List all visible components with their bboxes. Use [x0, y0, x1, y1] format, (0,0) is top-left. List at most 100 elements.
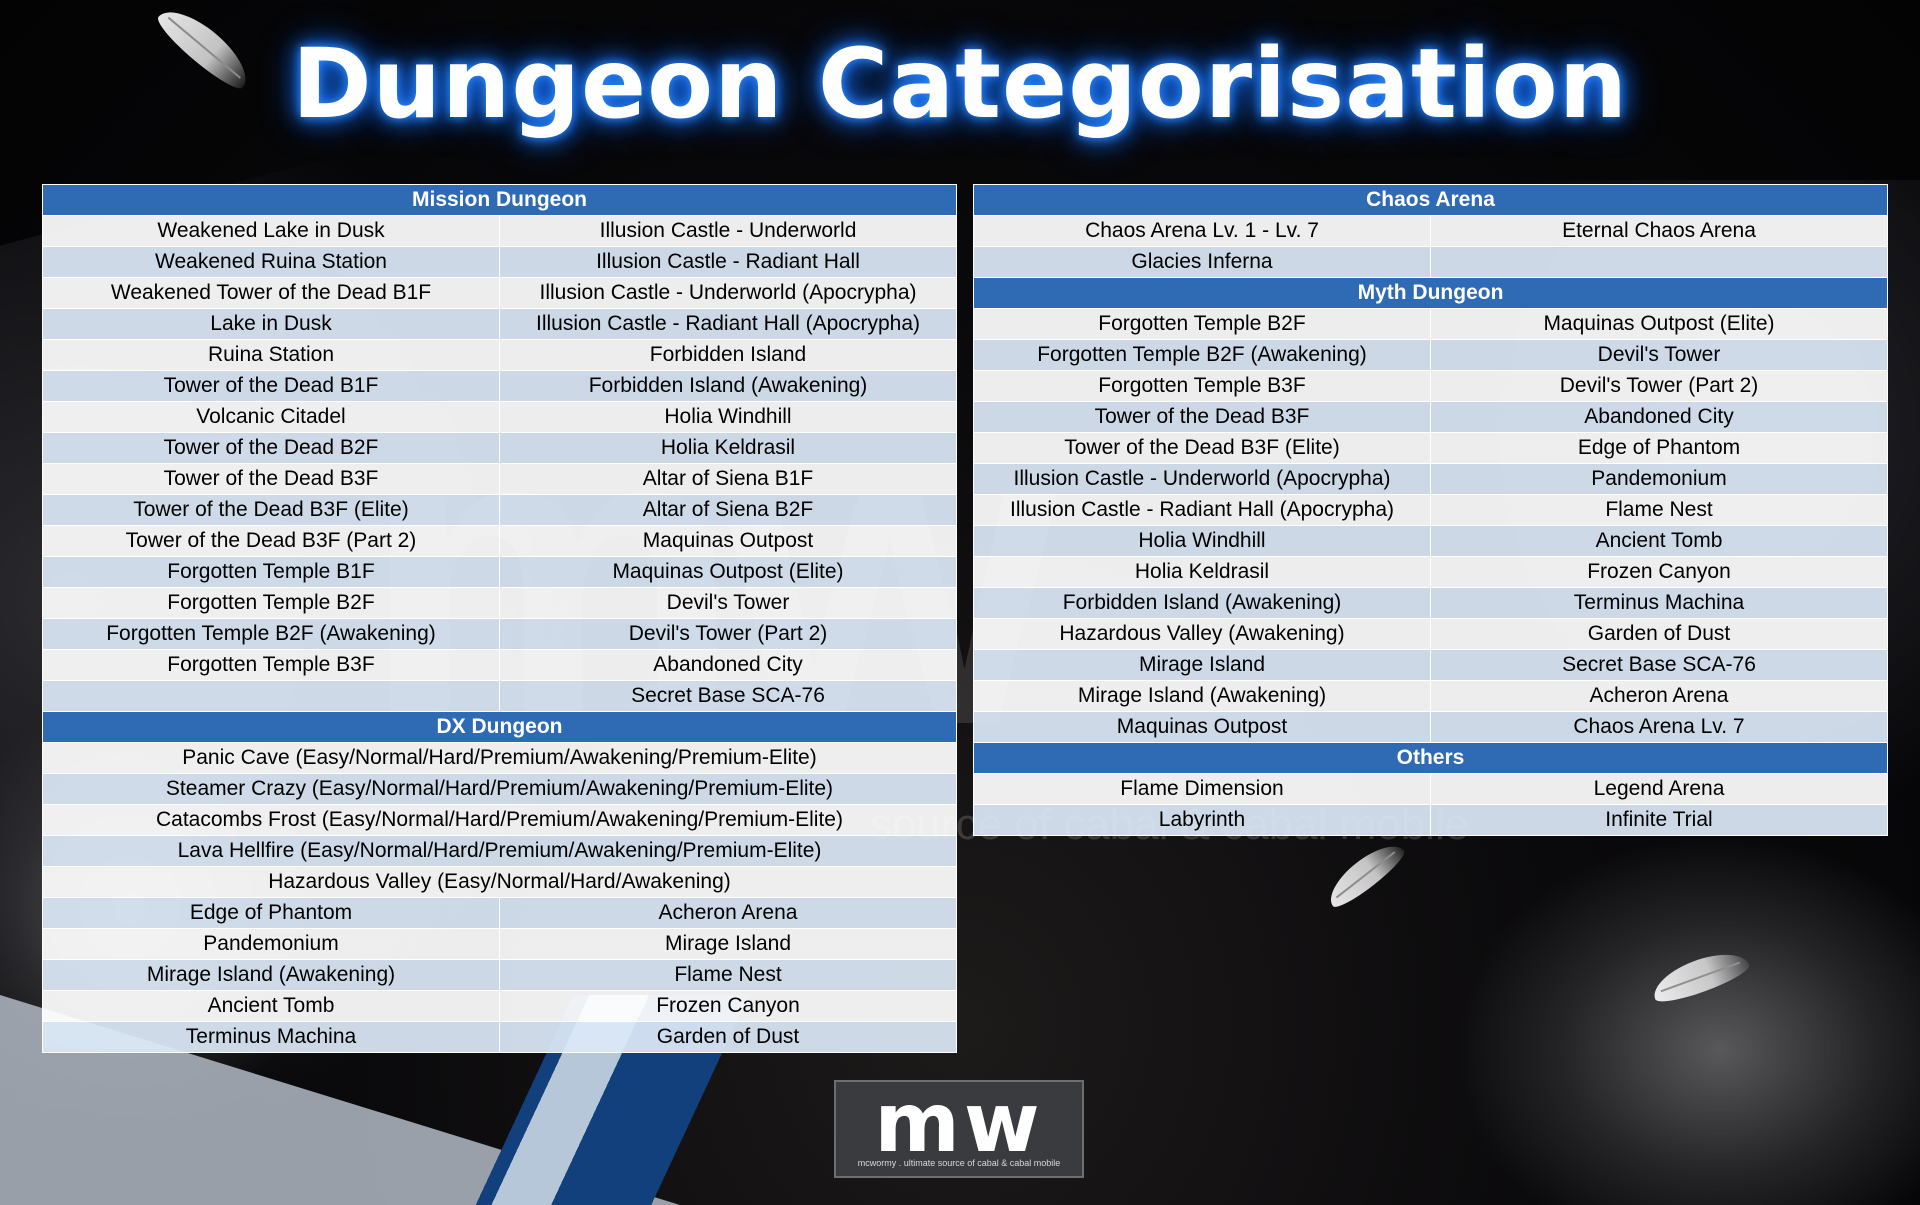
dungeon-name: Mirage Island (Awakening): [42, 959, 500, 991]
dungeon-name: Lake in Dusk: [42, 308, 500, 340]
dungeon-name: Panic Cave (Easy/Normal/Hard/Premium/Awa…: [42, 742, 957, 774]
section-title: Mission Dungeon: [42, 184, 957, 216]
table-row: Forgotten Temple B2F (Awakening) Devil's …: [973, 339, 1888, 371]
dungeon-name: Devil's Tower: [1430, 339, 1888, 371]
table-row: Ancient Tomb Frozen Canyon: [42, 990, 957, 1022]
table-row: Panic Cave (Easy/Normal/Hard/Premium/Awa…: [42, 742, 957, 774]
section-title: Chaos Arena: [973, 184, 1888, 216]
table-row: Glacies Inferna: [973, 246, 1888, 278]
table-row: Tower of the Dead B2F Holia Keldrasil: [42, 432, 957, 464]
dungeon-name: Tower of the Dead B3F: [973, 401, 1431, 433]
table-row: Maquinas Outpost Chaos Arena Lv. 7: [973, 711, 1888, 743]
section-header-mission: Mission Dungeon: [42, 184, 957, 216]
dungeon-name: Tower of the Dead B3F (Elite): [42, 494, 500, 526]
table-row: Mirage Island (Awakening) Flame Nest: [42, 959, 957, 991]
table-row: Tower of the Dead B1F Forbidden Island (A…: [42, 370, 957, 402]
dungeon-name: Weakened Ruina Station: [42, 246, 500, 278]
dungeon-name: Flame Dimension: [973, 773, 1431, 805]
dungeon-name: Illusion Castle - Radiant Hall: [499, 246, 957, 278]
section-header-myth: Myth Dungeon: [973, 277, 1888, 309]
dungeon-name: Acheron Arena: [499, 897, 957, 929]
dungeon-name: Illusion Castle - Radiant Hall (Apocryph…: [499, 308, 957, 340]
dungeon-name: Terminus Machina: [1430, 587, 1888, 619]
table-row: Flame Dimension Legend Arena: [973, 773, 1888, 805]
table-row: Tower of the Dead B3F (Elite) Edge of Pha…: [973, 432, 1888, 464]
dungeon-name: Chaos Arena Lv. 1 - Lv. 7: [973, 215, 1431, 247]
table-row: Edge of Phantom Acheron Arena: [42, 897, 957, 929]
dungeon-name: Forgotten Temple B3F: [973, 370, 1431, 402]
table-row: Pandemonium Mirage Island: [42, 928, 957, 960]
dungeon-name: Forgotten Temple B2F (Awakening): [42, 618, 500, 650]
table-row: Forbidden Island (Awakening) Terminus Mac…: [973, 587, 1888, 619]
table-row: Terminus Machina Garden of Dust: [42, 1021, 957, 1053]
dungeon-name: Forgotten Temple B2F: [42, 587, 500, 619]
table-row: Lava Hellfire (Easy/Normal/Hard/Premium/…: [42, 835, 957, 867]
dungeon-name: Ruina Station: [42, 339, 500, 371]
left-table: Mission Dungeon Weakened Lake in Dusk Illu…: [42, 184, 957, 1053]
dungeon-name: Pandemonium: [1430, 463, 1888, 495]
page-title: Dungeon Categorisation: [291, 28, 1629, 140]
mw-logo: mw mcwormy . ultimate source of cabal & …: [834, 1076, 1084, 1178]
section-header-others: Others: [973, 742, 1888, 774]
dungeon-name: Tower of the Dead B3F (Elite): [973, 432, 1431, 464]
dungeon-name: Flame Nest: [499, 959, 957, 991]
smoke-bottom-right: [1460, 840, 1920, 1205]
dungeon-name: Mirage Island: [973, 649, 1431, 681]
table-row: Forgotten Temple B2F (Awakening) Devil's …: [42, 618, 957, 650]
dungeon-name: Maquinas Outpost (Elite): [1430, 308, 1888, 340]
table-row: Holia Keldrasil Frozen Canyon: [973, 556, 1888, 588]
table-row: Tower of the Dead B3F (Elite) Altar of Si…: [42, 494, 957, 526]
dungeon-name: Frozen Canyon: [1430, 556, 1888, 588]
section-title: DX Dungeon: [42, 711, 957, 743]
dungeon-name: Hazardous Valley (Easy/Normal/Hard/Awake…: [42, 866, 957, 898]
dungeon-name: Terminus Machina: [42, 1021, 500, 1053]
section-header-chaos: Chaos Arena: [973, 184, 1888, 216]
table-row: Secret Base SCA-76: [42, 680, 957, 712]
dungeon-name: Hazardous Valley (Awakening): [973, 618, 1431, 650]
dungeon-name: Glacies Inferna: [973, 246, 1431, 278]
dungeon-name: Legend Arena: [1430, 773, 1888, 805]
dungeon-name: Forbidden Island (Awakening): [973, 587, 1431, 619]
table-row: Catacombs Frost (Easy/Normal/Hard/Premiu…: [42, 804, 957, 836]
table-row: Steamer Crazy (Easy/Normal/Hard/Premium/…: [42, 773, 957, 805]
section-title: Others: [973, 742, 1888, 774]
dungeon-name: Flame Nest: [1430, 494, 1888, 526]
dungeon-name: Altar of Siena B1F: [499, 463, 957, 495]
dungeon-name: Holia Windhill: [499, 401, 957, 433]
dungeon-name: Abandoned City: [1430, 401, 1888, 433]
table-row: Weakened Lake in Dusk Illusion Castle - U…: [42, 215, 957, 247]
dungeon-name: Forgotten Temple B1F: [42, 556, 500, 588]
dungeon-name: Garden of Dust: [499, 1021, 957, 1053]
logo-mark: mw: [874, 1076, 1044, 1171]
dungeon-name: Holia Windhill: [973, 525, 1431, 557]
section-header-dx: DX Dungeon: [42, 711, 957, 743]
dungeon-name: Forbidden Island (Awakening): [499, 370, 957, 402]
table-row: Hazardous Valley (Easy/Normal/Hard/Awake…: [42, 866, 957, 898]
dungeon-name: Acheron Arena: [1430, 680, 1888, 712]
dungeon-name: [42, 680, 500, 712]
table-row: Tower of the Dead B3F (Part 2) Maquinas O…: [42, 525, 957, 557]
dungeon-name: Ancient Tomb: [1430, 525, 1888, 557]
dungeon-name: Tower of the Dead B3F (Part 2): [42, 525, 500, 557]
dungeon-name: Mirage Island (Awakening): [973, 680, 1431, 712]
right-table: Chaos Arena Chaos Arena Lv. 1 - Lv. 7 Eter…: [973, 184, 1888, 836]
table-row: Mirage Island (Awakening) Acheron Arena: [973, 680, 1888, 712]
dungeon-name: Labyrinth: [973, 804, 1431, 836]
table-row: Chaos Arena Lv. 1 - Lv. 7 Eternal Chaos A…: [973, 215, 1888, 247]
dungeon-name: Mirage Island: [499, 928, 957, 960]
dungeon-name: Weakened Tower of the Dead B1F: [42, 277, 500, 309]
right-panel: Chaos Arena Chaos Arena Lv. 1 - Lv. 7 Eter…: [973, 184, 1888, 836]
table-row: Holia Windhill Ancient Tomb: [973, 525, 1888, 557]
left-panel: Mission Dungeon Weakened Lake in Dusk Illu…: [42, 184, 957, 1053]
dungeon-name: Illusion Castle - Underworld (Apocrypha): [499, 277, 957, 309]
table-row: Forgotten Temple B3F Devil's Tower (Part …: [973, 370, 1888, 402]
table-row: Forgotten Temple B2F Maquinas Outpost (El…: [973, 308, 1888, 340]
dungeon-name: Maquinas Outpost (Elite): [499, 556, 957, 588]
dungeon-name: Holia Keldrasil: [973, 556, 1431, 588]
table-row: Illusion Castle - Underworld (Apocrypha)…: [973, 463, 1888, 495]
dungeon-name: Illusion Castle - Underworld: [499, 215, 957, 247]
dungeon-name: Steamer Crazy (Easy/Normal/Hard/Premium/…: [42, 773, 957, 805]
dungeon-name: Weakened Lake in Dusk: [42, 215, 500, 247]
dungeon-name: Catacombs Frost (Easy/Normal/Hard/Premiu…: [42, 804, 957, 836]
section-title: Myth Dungeon: [973, 277, 1888, 309]
